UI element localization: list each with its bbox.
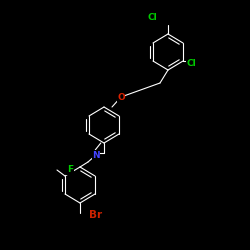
Text: Cl: Cl [186,58,196,68]
Text: Br: Br [90,210,102,220]
Text: F: F [67,166,73,174]
Text: Cl: Cl [147,14,157,22]
Text: N: N [92,150,100,160]
Text: O: O [117,92,125,102]
